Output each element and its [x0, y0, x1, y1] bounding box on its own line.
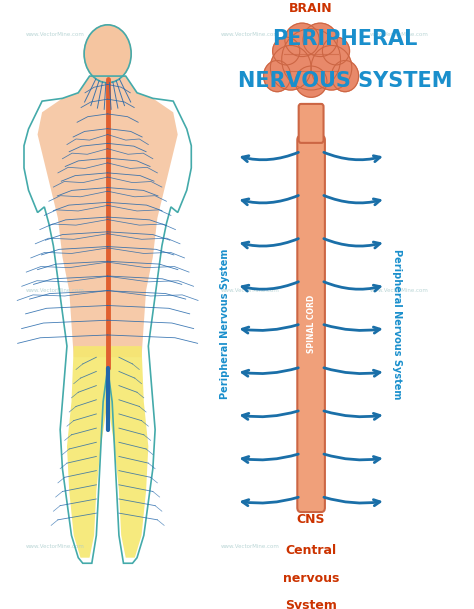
- FancyBboxPatch shape: [299, 104, 324, 143]
- Text: nervous: nervous: [283, 572, 339, 585]
- Ellipse shape: [322, 37, 349, 65]
- Ellipse shape: [264, 60, 291, 92]
- Text: PERIPHERAL: PERIPHERAL: [273, 29, 418, 49]
- Ellipse shape: [282, 29, 340, 90]
- Circle shape: [84, 25, 131, 83]
- Ellipse shape: [311, 46, 352, 90]
- Ellipse shape: [273, 37, 300, 65]
- Polygon shape: [37, 76, 178, 357]
- Text: Peripheral Nervous System: Peripheral Nervous System: [220, 248, 230, 399]
- Text: www.VectorMine.com: www.VectorMine.com: [370, 32, 428, 37]
- Text: www.VectorMine.com: www.VectorMine.com: [370, 288, 428, 293]
- Ellipse shape: [303, 23, 337, 57]
- Text: www.VectorMine.com: www.VectorMine.com: [220, 288, 280, 293]
- Text: SPINAL CORD: SPINAL CORD: [307, 295, 316, 353]
- Polygon shape: [67, 346, 148, 558]
- Text: NERVOUS SYSTEM: NERVOUS SYSTEM: [238, 71, 452, 91]
- Text: www.VectorMine.com: www.VectorMine.com: [26, 288, 85, 293]
- Text: BRAIN: BRAIN: [289, 2, 333, 15]
- Ellipse shape: [270, 46, 311, 90]
- Ellipse shape: [295, 66, 327, 97]
- Text: Peripheral Nervous System: Peripheral Nervous System: [392, 248, 402, 399]
- Text: CNS: CNS: [297, 513, 325, 526]
- Text: www.VectorMine.com: www.VectorMine.com: [26, 544, 85, 549]
- Ellipse shape: [285, 23, 319, 57]
- Text: www.VectorMine.com: www.VectorMine.com: [220, 32, 280, 37]
- Text: www.VectorMine.com: www.VectorMine.com: [220, 544, 280, 549]
- Ellipse shape: [331, 60, 358, 92]
- Text: System: System: [285, 599, 337, 609]
- Text: Central: Central: [285, 544, 337, 557]
- FancyBboxPatch shape: [297, 136, 325, 512]
- Text: www.VectorMine.com: www.VectorMine.com: [26, 32, 85, 37]
